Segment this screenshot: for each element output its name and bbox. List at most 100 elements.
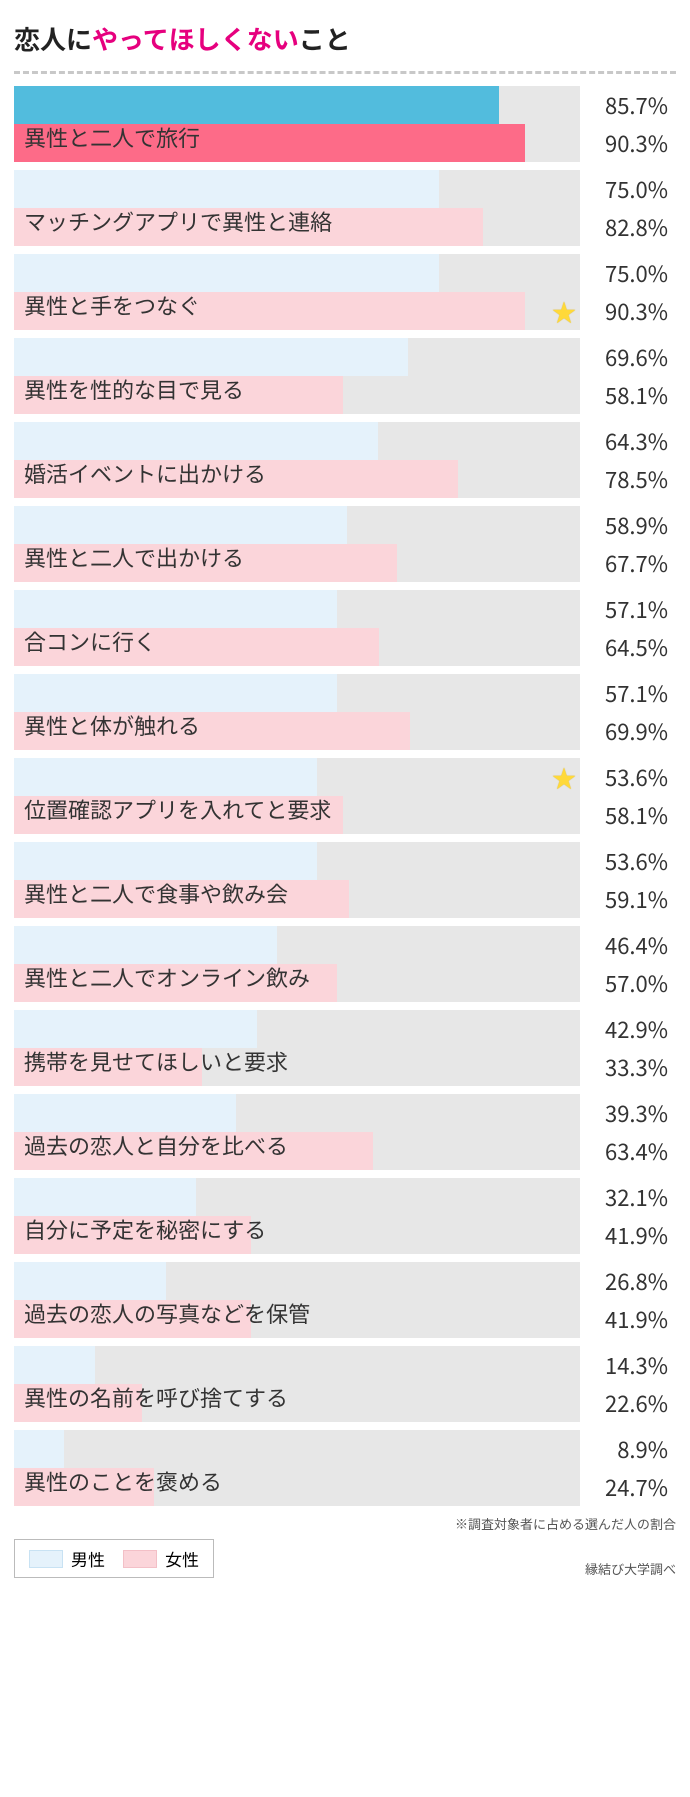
bar-row-male: 75.0% [14, 254, 676, 292]
bar-male [14, 842, 317, 880]
pct-male: 64.3% [605, 425, 668, 457]
pct-female: 33.3% [605, 1051, 668, 1083]
bar-item: 異性を性的な目で見る 69.6% 58.1% [14, 338, 676, 414]
bar-track [14, 86, 580, 124]
bar-row-male: 42.9% [14, 1010, 676, 1048]
chart: 恋人にやってほしくないこと 異性と二人で旅行85.7%90.3% マッチングアプリ… [0, 0, 690, 1586]
legend: 男性 女性 [14, 1539, 214, 1578]
pct-male: 42.9% [605, 1013, 668, 1045]
pct-male: 57.1% [605, 677, 668, 709]
bar-label: 異性と二人で出かける [24, 541, 244, 573]
bar-track [14, 1178, 580, 1216]
pct-male: 53.6% [605, 845, 668, 877]
bar-track [14, 842, 580, 880]
pct-female: 67.7% [605, 547, 668, 579]
bar-row-male: 57.1% [14, 674, 676, 712]
bar-row-male: 57.1% [14, 590, 676, 628]
pct-female: 41.9% [605, 1219, 668, 1251]
pct-female: 22.6% [605, 1387, 668, 1419]
bar-label: 異性のことを褒める [24, 1465, 222, 1497]
legend-female-label: 女性 [165, 1546, 199, 1571]
bar-track [14, 422, 580, 460]
legend-male: 男性 [29, 1546, 105, 1571]
bar-track [14, 254, 580, 292]
bar-row-male: 14.3% [14, 1346, 676, 1384]
legend-male-label: 男性 [71, 1546, 105, 1571]
pct-male: 58.9% [605, 509, 668, 541]
bar-track [14, 1262, 580, 1300]
bar-row-male: 64.3% [14, 422, 676, 460]
bar-row-male: 58.9% [14, 506, 676, 544]
bar-row-male: 75.0% [14, 170, 676, 208]
title-highlight: やってほしくない [92, 20, 299, 57]
bar-label: 異性と二人で食事や飲み会 [24, 877, 288, 909]
bar-label: 位置確認アプリを入れてと要求 [24, 793, 331, 825]
bar-item: 異性と二人で出かける 58.9% 67.7% [14, 506, 676, 582]
bar-track [14, 674, 580, 712]
bar-track [14, 1430, 580, 1468]
bar-label: 異性を性的な目で見る [24, 373, 244, 405]
pct-male: 46.4% [605, 929, 668, 961]
bar-male [14, 1262, 166, 1300]
legend-female: 女性 [123, 1546, 199, 1571]
pct-male: 14.3% [605, 1349, 668, 1381]
bar-male [14, 86, 499, 124]
bar-row-male: 39.3% [14, 1094, 676, 1132]
pct-male: 75.0% [605, 173, 668, 205]
bar-item: 異性と二人で旅行85.7%90.3% [14, 86, 676, 162]
bar-track [14, 1010, 580, 1048]
pct-female: 58.1% [605, 799, 668, 831]
pct-female: 69.9% [605, 715, 668, 747]
bar-row-male: 85.7% [14, 86, 676, 124]
pct-male: 57.1% [605, 593, 668, 625]
bar-row-male: 46.4% [14, 926, 676, 964]
bar-label: 異性と手をつなぐ [24, 289, 200, 321]
pct-male: 39.3% [605, 1097, 668, 1129]
pct-female: 58.1% [605, 379, 668, 411]
star-icon: ★ [552, 294, 576, 329]
swatch-male [29, 1550, 63, 1568]
bar-label: 携帯を見せてほしいと要求 [24, 1045, 288, 1077]
title-post: こと [299, 20, 351, 57]
bar-male [14, 1430, 64, 1468]
pct-male: 69.6% [605, 341, 668, 373]
bar-label: 異性の名前を呼び捨てする [24, 1381, 288, 1413]
bar-item: マッチングアプリで異性と連絡 75.0% 82.8% [14, 170, 676, 246]
title-pre: 恋人に [14, 20, 92, 57]
bar-item: 自分に予定を秘密にする 32.1% 41.9% [14, 1178, 676, 1254]
bar-label: 過去の恋人と自分を比べる [24, 1129, 288, 1161]
footnote: ※調査対象者に占める選んだ人の割合 [14, 1514, 676, 1533]
bar-row-male: 69.6% [14, 338, 676, 376]
bar-male [14, 758, 317, 796]
bar-item: 異性のことを褒める8.9%24.7% [14, 1430, 676, 1506]
bar-male [14, 422, 378, 460]
pct-female: 78.5% [605, 463, 668, 495]
bar-male [14, 1178, 196, 1216]
bar-male [14, 674, 337, 712]
bar-track [14, 926, 580, 964]
bar-row-male: 26.8% [14, 1262, 676, 1300]
pct-female: 90.3% [605, 295, 668, 327]
bar-male [14, 506, 347, 544]
swatch-female [123, 1550, 157, 1568]
bar-label: 自分に予定を秘密にする [24, 1213, 266, 1245]
bar-item: 携帯を見せてほしいと要求 42.9% 33.3% [14, 1010, 676, 1086]
bar-row-male: 53.6% [14, 842, 676, 880]
title-divider [14, 71, 676, 74]
bar-track [14, 758, 580, 796]
bar-item: 異性と二人でオンライン飲み46.4%57.0% [14, 926, 676, 1002]
bar-item: 異性と二人で食事や飲み会53.6%59.1% [14, 842, 676, 918]
bar-track [14, 170, 580, 208]
bar-row-male: 8.9% [14, 1430, 676, 1468]
bar-label: 婚活イベントに出かける [24, 457, 266, 489]
bar-row-male: 32.1% [14, 1178, 676, 1216]
bar-male [14, 926, 277, 964]
pct-male: 32.1% [605, 1181, 668, 1213]
bar-label: マッチングアプリで異性と連絡 [24, 205, 332, 237]
pct-female: 82.8% [605, 211, 668, 243]
bar-male [14, 170, 439, 208]
bar-label: 異性と二人でオンライン飲み [24, 961, 310, 993]
bar-item: 位置確認アプリを入れてと要求★53.6%58.1% [14, 758, 676, 834]
pct-female: 63.4% [605, 1135, 668, 1167]
bar-male [14, 1094, 236, 1132]
